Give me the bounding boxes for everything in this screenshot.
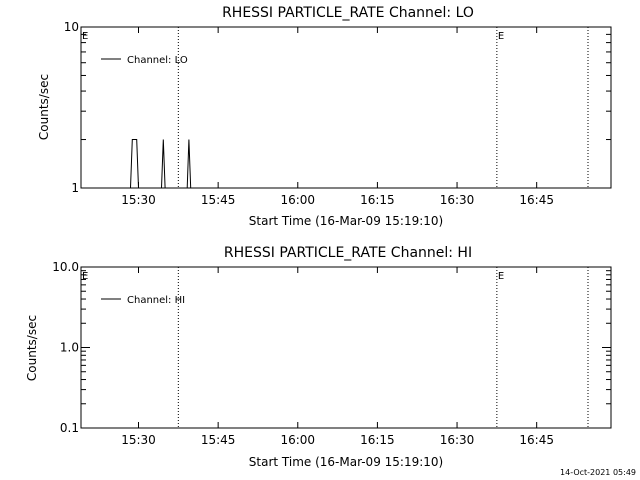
footer-timestamp: 14-Oct-2021 05:49 — [560, 468, 636, 477]
vertical-lines — [177, 267, 589, 428]
y-tick-label: 10 — [64, 20, 79, 34]
x-axis-label: Start Time (16-Mar-09 15:19:10) — [249, 455, 443, 469]
x-tick-label: 16:45 — [519, 433, 554, 447]
x-tick-label: 16:30 — [440, 433, 475, 447]
legend: Channel: LO — [101, 55, 188, 66]
y-axis-label: Counts/sec — [25, 315, 39, 381]
y-tick-label: 1 — [71, 181, 79, 195]
event-marker: E — [82, 271, 88, 282]
x-tick-label: 15:30 — [121, 433, 156, 447]
series-line — [130, 139, 192, 189]
x-tick-label: 15:45 — [201, 433, 236, 447]
x-tick-label: 16:45 — [519, 193, 554, 207]
panel-lo: RHESSI PARTICLE_RATE Channel: LO Start T… — [37, 5, 612, 228]
plot-frame — [80, 26, 612, 189]
event-marker: E — [498, 271, 504, 282]
x-tick-label: 15:30 — [121, 193, 156, 207]
series — [130, 139, 192, 189]
legend-label: Channel: LO — [127, 55, 188, 66]
ticks: 15:30 15:45 16:00 16:15 16:30 16:45 1 10 — [64, 20, 611, 207]
chart-title: RHESSI PARTICLE_RATE Channel: LO — [222, 5, 474, 21]
x-tick-label: 16:00 — [280, 433, 315, 447]
x-tick-label: 16:30 — [440, 193, 475, 207]
x-tick-label: 15:45 — [201, 193, 236, 207]
x-tick-label: 16:00 — [280, 193, 315, 207]
y-axis-label: Counts/sec — [37, 74, 51, 140]
x-tick-label: 16:15 — [360, 433, 395, 447]
chart-title: RHESSI PARTICLE_RATE Channel: HI — [224, 245, 472, 261]
event-marker: E — [498, 31, 504, 42]
plot-frame — [80, 266, 612, 429]
vertical-lines — [177, 27, 589, 188]
panel-hi: RHESSI PARTICLE_RATE Channel: HI Start T… — [25, 245, 612, 469]
event-marker: E — [82, 31, 88, 42]
y-tick-label: 0.1 — [60, 421, 79, 435]
y-tick-label: 1.0 — [60, 341, 79, 355]
ticks: 15:30 15:45 16:00 16:15 16:30 16:45 0.1 1.0 10.0 — [52, 260, 611, 447]
y-tick-label: 10.0 — [52, 260, 79, 274]
legend: Channel: HI — [101, 295, 185, 306]
x-axis-label: Start Time (16-Mar-09 15:19:10) — [249, 214, 443, 228]
x-tick-label: 16:15 — [360, 193, 395, 207]
legend-label: Channel: HI — [127, 295, 185, 306]
